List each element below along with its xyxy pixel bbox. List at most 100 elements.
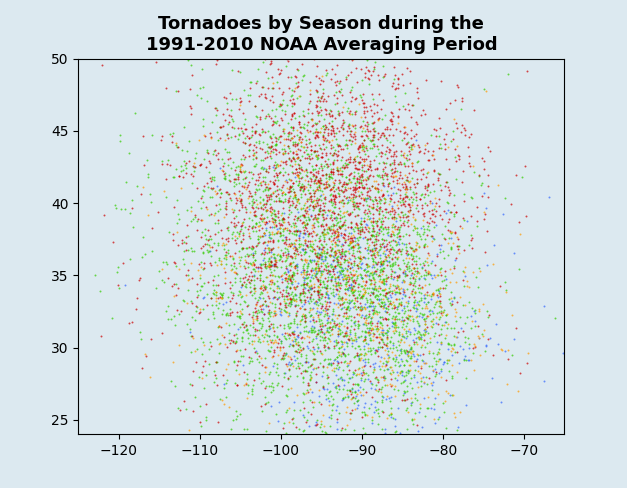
Point (408, 252, 418, 260)
Point (330, 193, 340, 201)
Point (201, 235, 211, 243)
Point (241, 326, 251, 334)
Point (320, 307, 330, 315)
Point (308, 220, 319, 227)
Point (241, 258, 251, 265)
Point (298, 327, 308, 335)
Point (266, 57, 277, 65)
Point (353, 283, 363, 291)
Point (258, 277, 268, 285)
Point (356, 223, 366, 230)
Point (376, 333, 386, 341)
Point (184, 102, 194, 110)
Point (280, 407, 290, 415)
Point (192, 303, 202, 311)
Point (330, 283, 340, 290)
Point (376, 260, 386, 268)
Point (514, 265, 524, 273)
Point (404, 106, 414, 114)
Point (349, 202, 359, 210)
Point (269, 172, 279, 180)
Point (299, 182, 309, 190)
Point (245, 321, 255, 329)
Point (477, 154, 487, 162)
Point (371, 235, 381, 243)
Point (166, 161, 176, 168)
Point (314, 286, 324, 294)
Point (344, 158, 354, 165)
Point (375, 318, 385, 326)
Point (469, 168, 479, 176)
Point (283, 218, 293, 225)
Point (268, 218, 278, 226)
Point (201, 163, 211, 171)
Point (374, 319, 384, 326)
Point (396, 379, 406, 386)
Point (266, 195, 276, 203)
Point (426, 379, 436, 386)
Point (334, 267, 344, 275)
Point (343, 284, 353, 292)
Point (369, 249, 379, 257)
Point (359, 228, 369, 236)
Point (352, 390, 362, 398)
Point (298, 289, 308, 297)
Point (278, 215, 288, 223)
Point (405, 79, 415, 86)
Point (442, 359, 452, 366)
Point (297, 61, 307, 68)
Point (356, 214, 366, 222)
Point (204, 247, 214, 255)
Point (276, 231, 286, 239)
Point (228, 95, 238, 102)
Point (385, 116, 395, 123)
Point (427, 381, 437, 389)
Point (367, 325, 377, 332)
Point (495, 283, 505, 290)
Point (287, 296, 297, 304)
Point (202, 146, 212, 154)
Point (299, 218, 309, 226)
Point (464, 284, 474, 291)
Point (315, 346, 325, 354)
Point (313, 133, 323, 141)
Point (390, 71, 400, 79)
Point (345, 409, 356, 417)
Point (292, 154, 302, 162)
Point (351, 220, 361, 228)
Point (386, 172, 396, 180)
Point (248, 211, 258, 219)
Point (177, 239, 187, 247)
Point (320, 151, 330, 159)
Point (422, 218, 432, 225)
Point (418, 210, 428, 218)
Point (413, 351, 423, 359)
Point (375, 357, 385, 365)
Point (232, 381, 242, 389)
Point (354, 321, 364, 329)
Point (354, 280, 364, 287)
Point (221, 260, 231, 267)
Point (447, 361, 457, 369)
Point (382, 381, 392, 389)
Point (280, 334, 290, 342)
Point (307, 166, 317, 174)
Point (290, 264, 300, 272)
Point (293, 92, 303, 100)
Point (201, 400, 211, 407)
Point (229, 320, 239, 327)
Point (298, 229, 308, 237)
Point (329, 365, 339, 372)
Point (319, 162, 329, 170)
Point (231, 221, 241, 228)
Point (390, 422, 400, 429)
Point (313, 265, 323, 273)
Point (429, 205, 439, 213)
Point (339, 250, 349, 258)
Point (358, 177, 368, 184)
Point (312, 252, 322, 260)
Point (270, 180, 280, 188)
Point (315, 321, 325, 328)
Point (196, 160, 206, 167)
Point (292, 227, 302, 235)
